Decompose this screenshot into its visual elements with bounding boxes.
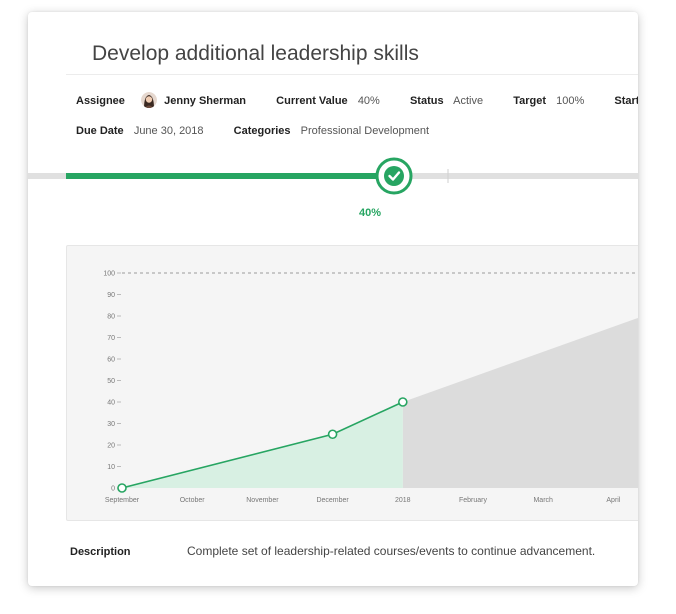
y-tick-label: 60 xyxy=(107,357,115,364)
progress-chart: 0 10 20 30 40 50 60 70 80 90 100 September October No… xyxy=(66,245,638,521)
assignee-label: Assignee xyxy=(76,95,125,107)
y-tick-label: 0 xyxy=(111,486,115,493)
data-point xyxy=(397,397,408,407)
due-date-label: Due Date xyxy=(76,125,124,137)
y-tick-label: 50 xyxy=(107,378,115,385)
y-tick-label: 10 xyxy=(107,464,115,471)
status-label: Status xyxy=(409,95,444,107)
status-value: Active xyxy=(453,95,484,107)
x-tick-label: 2018 xyxy=(395,497,411,504)
progress-fill xyxy=(66,173,394,179)
y-tick-label: 90 xyxy=(107,292,115,299)
data-point xyxy=(327,429,338,440)
target-value: 100% xyxy=(556,95,585,107)
y-tick-label: 20 xyxy=(107,443,115,450)
divider xyxy=(66,74,638,75)
checkmark-icon xyxy=(384,166,404,186)
x-tick-label: February xyxy=(459,497,488,504)
description-label: Description xyxy=(70,546,131,558)
chart-svg: 0 10 20 30 40 50 60 70 80 90 100 September October No… xyxy=(103,271,638,504)
target-label: Target xyxy=(513,95,547,107)
x-tick-label: September xyxy=(105,497,140,504)
projection-area xyxy=(402,317,638,488)
assignee-name[interactable]: Jenny Sherman xyxy=(164,95,247,107)
avatar[interactable] xyxy=(141,92,158,108)
current-value-label: Current Value xyxy=(276,95,348,107)
x-tick-label: April xyxy=(606,497,620,504)
y-tick-label: 40 xyxy=(107,400,115,407)
goal-card: Develop additional leadership skills Ass… xyxy=(28,12,638,586)
current-value: 40% xyxy=(357,95,380,107)
y-tick-label: 30 xyxy=(107,421,115,428)
x-tick-label: March xyxy=(533,497,553,504)
x-tick-label: November xyxy=(246,497,279,504)
start-date-label: Start Date xyxy=(614,95,638,107)
x-tick-label: December xyxy=(316,497,349,504)
progress-percent: 40% xyxy=(358,207,382,219)
meta-row-2: Due Date June 30, 2018 Categories Profes… xyxy=(76,125,429,137)
x-tick-label: October xyxy=(180,497,206,504)
categories-value: Professional Development xyxy=(300,125,430,137)
progress-bar[interactable] xyxy=(28,152,638,202)
categories-label: Categories xyxy=(233,125,291,137)
progress-area xyxy=(122,402,403,488)
y-tick-label: 100 xyxy=(103,271,115,278)
y-tick-label: 70 xyxy=(107,335,115,342)
y-tick-label: 80 xyxy=(107,314,115,321)
data-point xyxy=(117,483,127,493)
meta-row-1: Assignee Jenny Sherman Current Value 40%… xyxy=(76,92,638,108)
due-date-value: June 30, 2018 xyxy=(133,125,204,137)
progress-knob[interactable] xyxy=(375,157,413,195)
description-text: Complete set of leadership-related cours… xyxy=(187,544,596,558)
goal-title: Develop additional leadership skills xyxy=(92,42,419,65)
